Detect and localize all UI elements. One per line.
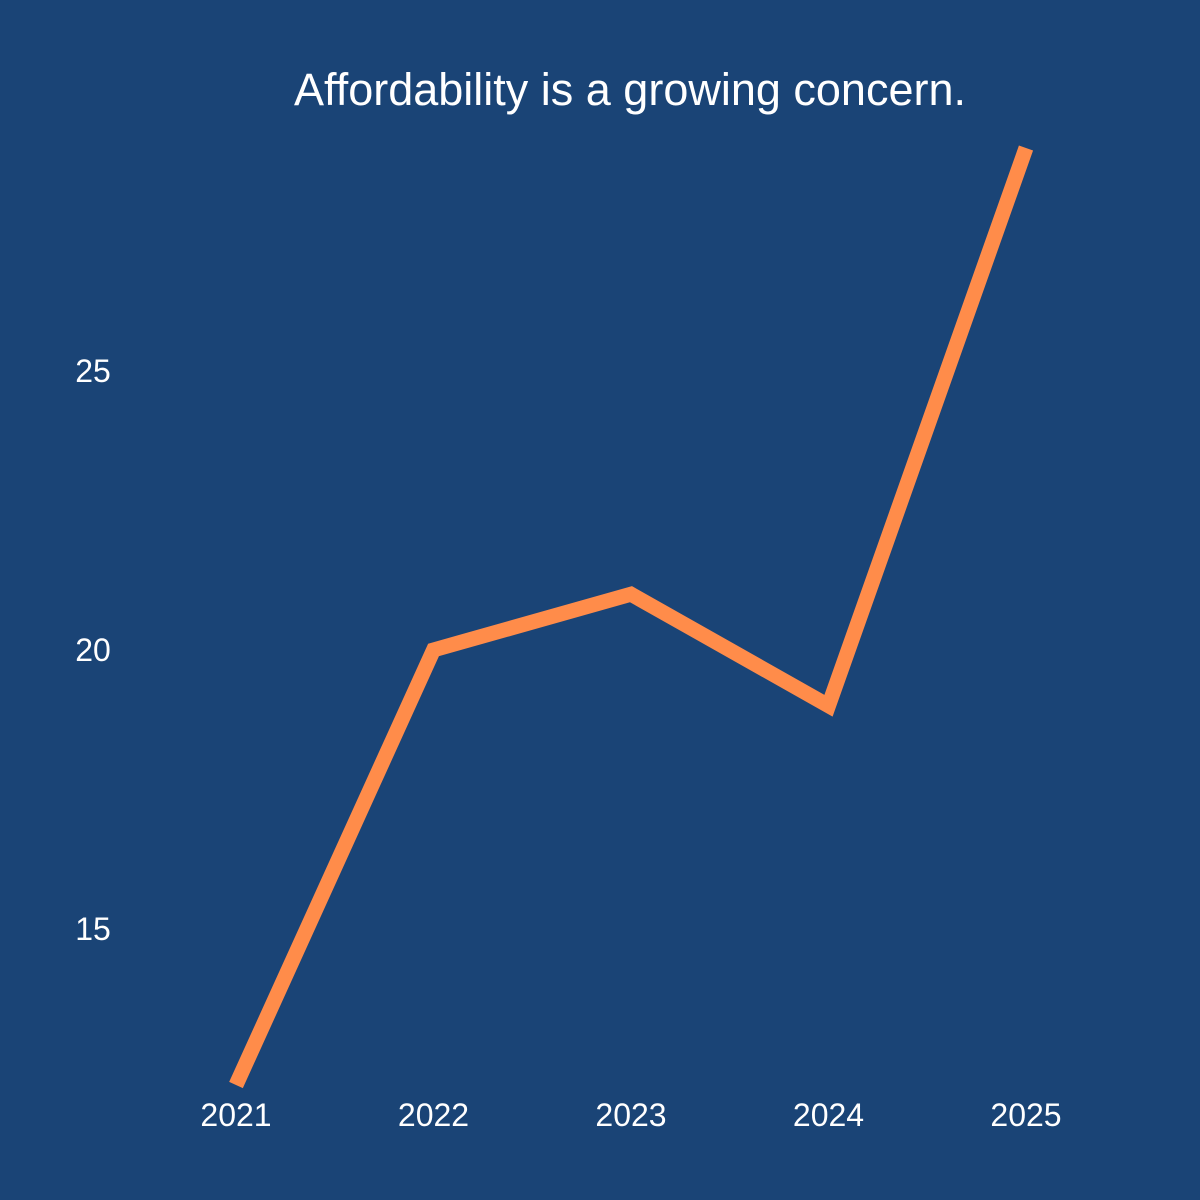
series-line <box>229 145 1034 1089</box>
chart-title: Affordability is a growing concern. <box>294 64 966 115</box>
y-tick-label: 25 <box>75 353 111 389</box>
x-tick-label: 2024 <box>793 1097 864 1133</box>
x-tick-label: 2023 <box>595 1097 666 1133</box>
series-group <box>229 145 1034 1089</box>
x-tick-label: 2025 <box>990 1097 1061 1133</box>
y-tick-label: 15 <box>75 911 111 947</box>
y-axis-ticks: 15 20 25 <box>75 353 111 947</box>
x-axis-ticks: 2021 2022 2023 2024 2025 <box>200 1097 1061 1133</box>
x-tick-label: 2021 <box>200 1097 271 1133</box>
y-tick-label: 20 <box>75 632 111 668</box>
x-tick-label: 2022 <box>398 1097 469 1133</box>
